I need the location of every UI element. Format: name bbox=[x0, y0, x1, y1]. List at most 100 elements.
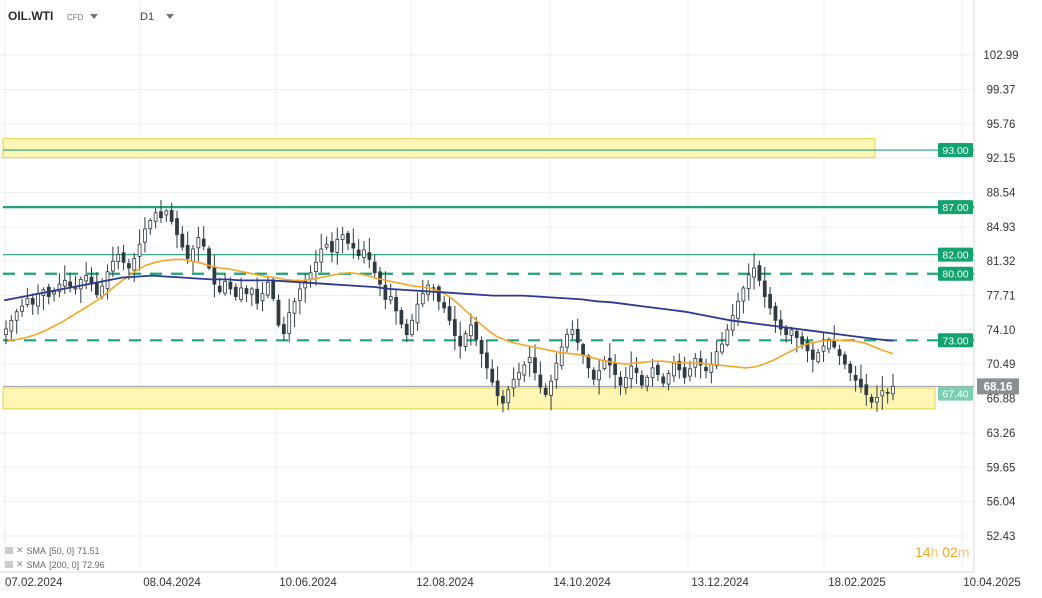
remove-indicator-icon[interactable]: ✕ bbox=[16, 559, 24, 569]
candlestick-series bbox=[4, 200, 895, 413]
candle-body bbox=[891, 385, 895, 395]
candle-body bbox=[399, 310, 404, 325]
timer-minutes: 02 bbox=[942, 544, 958, 560]
candle-body bbox=[741, 287, 746, 302]
price-tick-label: 81.32 bbox=[987, 256, 1016, 268]
candle-body bbox=[30, 298, 35, 305]
candle-body bbox=[335, 239, 340, 253]
candle-body bbox=[249, 288, 254, 295]
candle-body bbox=[340, 234, 345, 240]
candle-body bbox=[94, 282, 99, 296]
price-zone bbox=[2, 138, 876, 159]
price-tick-label: 74.10 bbox=[987, 325, 1016, 337]
indicator-settings-icon[interactable] bbox=[5, 547, 13, 554]
candle-body bbox=[511, 378, 516, 389]
date-tick-label: 18.02.2025 bbox=[828, 577, 886, 589]
candle-body bbox=[212, 267, 217, 285]
candle-body bbox=[613, 363, 618, 375]
candle-body bbox=[880, 390, 885, 397]
price-tick-label: 56.04 bbox=[987, 497, 1016, 509]
candle-body bbox=[164, 210, 169, 216]
candle-body bbox=[410, 319, 414, 335]
candle-body bbox=[725, 329, 730, 346]
candle-body bbox=[244, 288, 249, 295]
symbol-dropdown-icon[interactable] bbox=[90, 14, 98, 19]
candle-body bbox=[618, 376, 623, 386]
candle-body bbox=[645, 377, 650, 387]
candle-body bbox=[436, 286, 441, 302]
candle-body bbox=[885, 391, 890, 394]
price-tick-label: 66.88 bbox=[987, 394, 1016, 406]
candle-body bbox=[68, 281, 72, 287]
candle-body bbox=[848, 363, 853, 374]
candle-body bbox=[260, 293, 265, 302]
candle-body bbox=[527, 357, 532, 364]
price-axis[interactable]: 102.99 99.37 95.76 92.15 88.54 84.93 81.32 77.7… bbox=[977, 50, 1019, 543]
candle-body bbox=[864, 384, 869, 395]
candle-body bbox=[52, 291, 56, 295]
candle-body bbox=[351, 243, 356, 249]
price-tick-label: 92.15 bbox=[987, 153, 1016, 165]
candle-body bbox=[752, 267, 756, 278]
candle-body bbox=[736, 300, 740, 319]
legend-sma200[interactable]: ✕ SMA [200, 0] 72.96 bbox=[5, 559, 105, 570]
candle-body bbox=[794, 330, 799, 338]
candle-body bbox=[843, 354, 847, 365]
timeframe-dropdown-icon[interactable] bbox=[166, 14, 174, 19]
remove-indicator-icon[interactable]: ✕ bbox=[16, 545, 24, 555]
legend-sma50-value: 71.51 bbox=[77, 545, 100, 556]
candle-body bbox=[821, 345, 826, 352]
candle-body bbox=[559, 346, 564, 367]
date-tick-label: 12.08.2024 bbox=[416, 577, 474, 589]
candle-body bbox=[298, 288, 302, 301]
candle-body bbox=[458, 335, 463, 347]
candle-body bbox=[816, 352, 821, 363]
candle-body bbox=[388, 296, 393, 301]
candle-body bbox=[9, 319, 14, 332]
legend-sma50-params: [50, 0] bbox=[49, 545, 75, 556]
candle-body bbox=[875, 396, 879, 403]
candle-body bbox=[853, 374, 858, 381]
candle-body bbox=[239, 287, 243, 300]
candle-body bbox=[201, 238, 206, 247]
candle-body bbox=[762, 280, 767, 297]
sma200-line bbox=[3, 274, 894, 342]
timeframe-selector[interactable]: D1 bbox=[140, 11, 155, 23]
candle-body bbox=[634, 367, 639, 374]
price-tick-label: 70.49 bbox=[987, 359, 1016, 371]
candle-body bbox=[143, 228, 147, 243]
symbol-title[interactable]: OIL.WTI bbox=[8, 9, 54, 23]
candle-body bbox=[292, 300, 297, 314]
level-label-73.00-text: 73.00 bbox=[942, 335, 968, 347]
candle-body bbox=[629, 365, 634, 379]
legend-sma50[interactable]: ✕ SMA [50, 0] 71.51 bbox=[5, 545, 100, 556]
candle-body bbox=[479, 339, 484, 355]
candle-body bbox=[255, 288, 260, 304]
price-tick-label: 99.37 bbox=[987, 84, 1016, 96]
candle-body bbox=[789, 329, 794, 336]
candle-body bbox=[78, 279, 83, 290]
last-price-tag-bg bbox=[977, 378, 1019, 395]
time-axis[interactable]: 07.02.2024 08.04.2024 10.06.2024 12.08.2024… bbox=[5, 577, 1021, 589]
candle-body bbox=[746, 274, 751, 289]
price-tick-label: 59.65 bbox=[987, 462, 1016, 474]
candle-body bbox=[426, 284, 430, 295]
candle-body bbox=[57, 283, 62, 292]
candle-body bbox=[784, 327, 789, 336]
price-tick-label: 95.76 bbox=[987, 119, 1016, 131]
level-label-87.00: 87.00 bbox=[938, 200, 973, 215]
level-label-87.00-bg bbox=[938, 200, 973, 215]
candle-body bbox=[490, 368, 495, 383]
candle-body bbox=[175, 218, 179, 236]
candle-body bbox=[677, 360, 682, 371]
candle-body bbox=[554, 362, 559, 380]
horizontal-levels[interactable] bbox=[3, 149, 974, 387]
price-tick-label: 77.71 bbox=[987, 291, 1016, 303]
candle-body bbox=[837, 349, 842, 356]
level-label-73.00-bg bbox=[938, 333, 973, 348]
candle-body bbox=[533, 357, 537, 374]
candle-body bbox=[709, 363, 714, 373]
indicator-settings-icon[interactable] bbox=[5, 561, 13, 568]
candle-body bbox=[575, 328, 580, 343]
